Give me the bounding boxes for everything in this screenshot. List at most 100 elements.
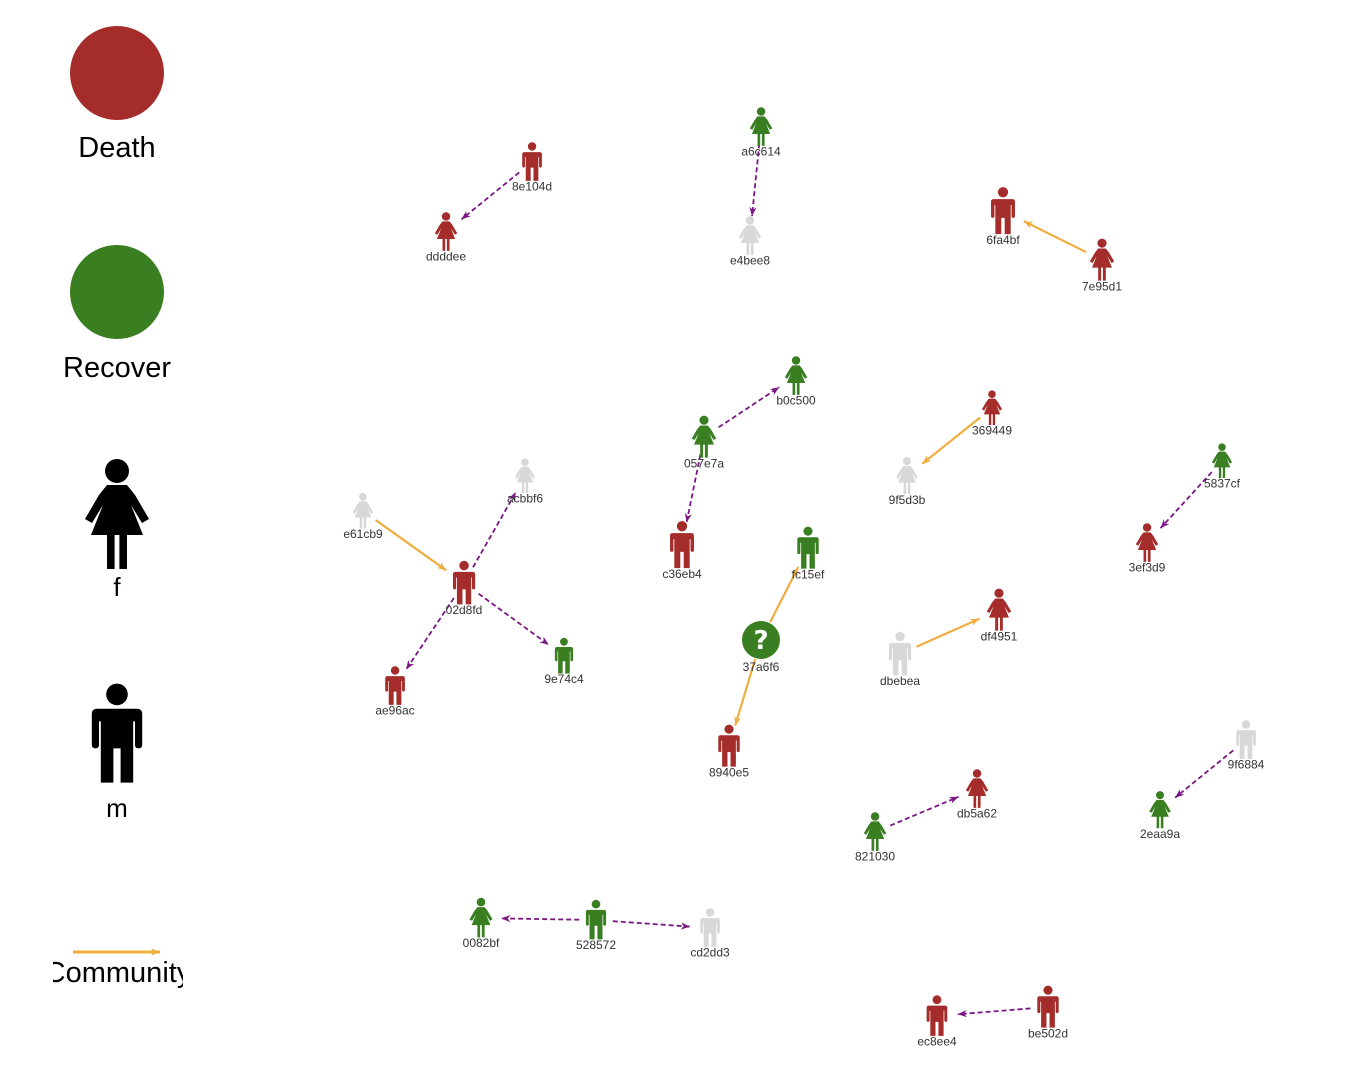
contact-edge bbox=[957, 1007, 1031, 1018]
female-icon bbox=[863, 812, 887, 851]
community-edge bbox=[769, 566, 800, 623]
node-label: 37a6f6 bbox=[743, 660, 780, 674]
legend-death-label: Death bbox=[78, 132, 155, 164]
female-icon bbox=[514, 458, 536, 494]
contact-edge bbox=[612, 920, 691, 930]
female-icon bbox=[1211, 443, 1233, 479]
contact-edge bbox=[1174, 749, 1234, 799]
case-node-dbebea[interactable]: dbebea bbox=[880, 631, 920, 688]
case-node-3ef3d9[interactable]: 3ef3d9 bbox=[1129, 523, 1166, 575]
female-icon bbox=[986, 588, 1012, 631]
node-label: fc15ef bbox=[792, 567, 825, 581]
node-label: a6c614 bbox=[741, 145, 781, 159]
case-node-ddddee[interactable]: ddddee bbox=[426, 212, 466, 264]
node-label: 2eaa9a bbox=[1140, 827, 1180, 841]
death-legend-swatch bbox=[70, 26, 164, 120]
recover-legend-swatch bbox=[70, 245, 164, 339]
node-label: ddddee bbox=[426, 250, 466, 264]
legend-community-label: Community bbox=[45, 957, 192, 989]
case-node-2eaa9a[interactable]: 2eaa9a bbox=[1140, 791, 1180, 841]
female-icon bbox=[738, 216, 762, 255]
case-node-9f6884[interactable]: 9f6884 bbox=[1228, 720, 1265, 772]
case-node-6fa4bf[interactable]: 6fa4bf bbox=[986, 187, 1020, 247]
node-label: df4951 bbox=[981, 629, 1018, 643]
case-node-e4bee8[interactable]: e4bee8 bbox=[730, 216, 770, 268]
male-icon bbox=[385, 666, 405, 705]
contact-edge bbox=[478, 592, 550, 646]
node-label: ec8ee4 bbox=[917, 1035, 957, 1049]
case-node-37a6f6[interactable]: ? 37a6f6 bbox=[742, 621, 780, 674]
case-node-acbbf6[interactable]: acbbf6 bbox=[507, 458, 543, 506]
male-icon bbox=[91, 683, 143, 783]
male-icon bbox=[1037, 985, 1059, 1028]
case-node-df4951[interactable]: df4951 bbox=[981, 588, 1018, 644]
node-label: c36eb4 bbox=[662, 567, 702, 581]
legend-female: f bbox=[85, 459, 149, 602]
case-node-821030[interactable]: 821030 bbox=[855, 812, 895, 864]
node-label: ae96ac bbox=[375, 704, 414, 718]
node-label: 8940e5 bbox=[709, 765, 749, 779]
case-node-02d8fd[interactable]: 02d8fd bbox=[446, 560, 483, 617]
node-label: be502d bbox=[1028, 1026, 1068, 1040]
female-icon bbox=[896, 457, 918, 495]
male-icon bbox=[718, 724, 740, 767]
contact-edge bbox=[460, 171, 520, 220]
case-node-a6c614[interactable]: a6c614 bbox=[741, 107, 781, 159]
female-icon bbox=[749, 107, 773, 146]
legend-community: Community bbox=[45, 948, 192, 989]
node-label: 057e7a bbox=[684, 456, 724, 470]
male-icon bbox=[452, 560, 476, 605]
case-node-be502d[interactable]: be502d bbox=[1028, 985, 1068, 1041]
legend-death: Death bbox=[70, 26, 164, 164]
female-icon bbox=[965, 769, 989, 808]
node-label: e4bee8 bbox=[730, 254, 770, 268]
male-icon bbox=[888, 631, 912, 676]
case-node-0082bf[interactable]: 0082bf bbox=[463, 897, 500, 950]
node-label: 02d8fd bbox=[446, 603, 483, 617]
unknown-sex-icon bbox=[742, 621, 780, 659]
case-node-fc15ef[interactable]: fc15ef bbox=[792, 526, 825, 582]
community-edge bbox=[921, 416, 981, 465]
contact-edge bbox=[684, 454, 702, 523]
case-node-cd2dd3[interactable]: cd2dd3 bbox=[690, 908, 730, 960]
node-label: 8e104d bbox=[512, 180, 552, 194]
male-icon bbox=[797, 526, 819, 569]
case-node-9e74c4[interactable]: 9e74c4 bbox=[544, 637, 584, 686]
node-label: 5837cf bbox=[1204, 477, 1241, 491]
contact-edge bbox=[718, 386, 780, 429]
male-icon bbox=[1236, 720, 1256, 759]
legend-male-label: m bbox=[106, 793, 128, 823]
case-node-e61cb9[interactable]: e61cb9 bbox=[343, 492, 383, 541]
node-label: 9f6884 bbox=[1228, 758, 1265, 772]
case-node-8940e5[interactable]: 8940e5 bbox=[709, 724, 749, 780]
case-node-db5a62[interactable]: db5a62 bbox=[957, 769, 997, 821]
male-icon bbox=[585, 899, 607, 940]
case-node-ae96ac[interactable]: ae96ac bbox=[375, 666, 415, 718]
female-icon bbox=[434, 212, 458, 251]
case-node-ec8ee4[interactable]: ec8ee4 bbox=[917, 995, 957, 1049]
female-icon bbox=[691, 415, 717, 458]
community-edge bbox=[374, 519, 447, 572]
case-node-c36eb4[interactable]: c36eb4 bbox=[662, 521, 702, 581]
male-icon bbox=[700, 908, 720, 947]
contact-edge bbox=[749, 143, 761, 217]
case-node-b0c500[interactable]: b0c500 bbox=[776, 356, 816, 408]
case-node-369449[interactable]: 369449 bbox=[972, 390, 1012, 438]
node-label: e61cb9 bbox=[343, 527, 383, 541]
case-node-5837cf[interactable]: 5837cf bbox=[1204, 443, 1241, 491]
node-label: b0c500 bbox=[776, 394, 816, 408]
case-node-9f5d3b[interactable]: 9f5d3b bbox=[889, 457, 926, 507]
legend: Death Recover f m Community bbox=[45, 26, 192, 989]
case-node-057e7a[interactable]: 057e7a bbox=[684, 415, 724, 471]
edges bbox=[374, 143, 1234, 1018]
community-edge bbox=[734, 658, 757, 726]
case-node-8e104d[interactable]: 8e104d bbox=[512, 142, 552, 194]
node-label: 3ef3d9 bbox=[1129, 561, 1166, 575]
node-label: 7e95d1 bbox=[1082, 279, 1122, 293]
case-node-7e95d1[interactable]: 7e95d1 bbox=[1082, 238, 1122, 294]
female-icon bbox=[469, 897, 493, 938]
case-node-528572[interactable]: 528572 bbox=[576, 899, 616, 952]
legend-recover-label: Recover bbox=[63, 352, 171, 384]
legend-male: m bbox=[91, 683, 143, 823]
